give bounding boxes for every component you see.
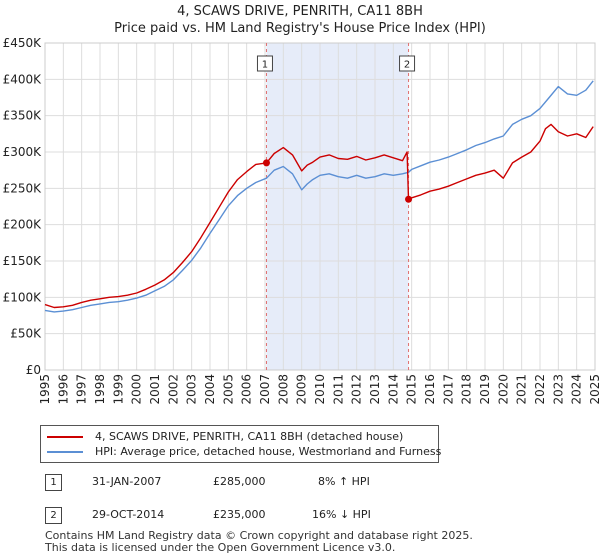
plot-border [44,42,596,371]
transaction-price-1: £285,000 [213,475,266,488]
x-tick-label: 2003 [185,374,199,405]
x-tick-label: 2012 [350,374,364,405]
x-tick-label: 1996 [56,374,70,405]
y-tick-label: £50K [10,327,42,341]
y-tick-label: £100K [3,290,43,304]
y-tick-label: £300K [3,145,43,159]
x-tick-label: 2017 [441,374,455,405]
transaction-date-2: 29-OCT-2014 [92,508,165,521]
footer-line-2: This data is licensed under the Open Gov… [45,541,396,554]
legend-label-property: 4, SCAWS DRIVE, PENRITH, CA11 8BH (detac… [95,430,404,443]
price-chart: £0 £50K £100K £150K £200K £250K £300K £350K £400… [3,36,600,405]
x-tick-label: 1999 [111,374,125,405]
y-tick-label: £0 [26,363,41,377]
y-tick-label: £250K [3,181,43,195]
hpi-line [44,80,594,313]
chart-title-line-1: 4, SCAWS DRIVE, PENRITH, CA11 8BH [177,4,423,19]
legend-swatch-property [47,436,83,438]
x-tick-label: 2018 [460,374,474,405]
transaction-marker-1: 1 [45,474,62,491]
x-tick-label: 2005 [221,374,235,405]
transaction-marker-2: 2 [45,507,62,524]
transaction-price-2: £235,000 [213,508,266,521]
chart-marker-box-1 [256,55,273,72]
property-price-line [44,123,594,309]
x-tick-label: 2022 [533,374,547,405]
transaction-date-1: 31-JAN-2007 [92,475,162,488]
legend-label-hpi: HPI: Average price, detached house, West… [95,445,442,458]
transaction-hpi-change-2: 16% ↓ HPI [312,508,371,521]
x-tick-label: 2001 [148,374,162,405]
y-tick-label: £400K [3,72,43,86]
x-tick-label: 2014 [386,374,400,405]
x-tick-label: 2015 [405,374,419,405]
x-tick-label: 2004 [203,374,217,405]
x-tick-label: 2010 [313,374,327,405]
chart-title: 4, SCAWS DRIVE, PENRITH, CA11 8BH Price … [0,3,600,37]
x-tick-label: 2008 [276,374,290,405]
x-tick-label: 2023 [551,374,565,405]
chart-title-line-2: Price paid vs. HM Land Registry's House … [114,21,486,36]
x-tick-label: 1997 [75,374,89,405]
legend: 4, SCAWS DRIVE, PENRITH, CA11 8BH (detac… [40,425,442,463]
ownership-shaded-region [266,43,409,370]
chart-marker-label-2: 2 [404,60,410,71]
x-tick-label: 2020 [496,374,510,405]
x-tick-label: 2021 [515,374,529,405]
x-tick-label: 2009 [295,374,309,405]
x-tick-label: 1995 [38,374,52,405]
footer-line-1: Contains HM Land Registry data © Crown c… [45,529,473,542]
y-tick-label: £200K [3,218,43,232]
transaction-hpi-change-1: 8% ↑ HPI [318,475,370,488]
x-tick-label: 2016 [423,374,437,405]
x-tick-label: 2002 [166,374,180,405]
x-tick-label: 2024 [570,374,584,405]
x-tick-label: 2019 [478,374,492,405]
x-tick-label: 2013 [368,374,382,405]
x-tick-label: 1998 [93,374,107,405]
legend-swatch-hpi [47,451,83,453]
x-tick-label: 2025 [588,374,600,405]
chart-marker-label-1: 1 [262,60,268,71]
transaction-point-1 [262,159,270,167]
y-tick-label: £150K [3,254,43,268]
x-tick-label: 2000 [130,374,144,405]
x-tick-label: 2007 [258,374,272,405]
y-tick-label: £450K [3,36,43,50]
chart-marker-box-2 [399,55,416,72]
y-tick-label: £350K [3,109,43,123]
x-tick-label: 2006 [240,374,254,405]
transaction-point-2 [405,195,413,203]
footer: Contains HM Land Registry data © Crown c… [45,530,473,554]
x-tick-label: 2011 [331,374,345,405]
